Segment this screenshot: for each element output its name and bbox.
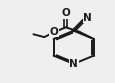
Text: N: N: [69, 59, 77, 69]
Text: N: N: [83, 13, 91, 23]
Text: O: O: [49, 27, 58, 37]
Text: O: O: [61, 8, 70, 18]
